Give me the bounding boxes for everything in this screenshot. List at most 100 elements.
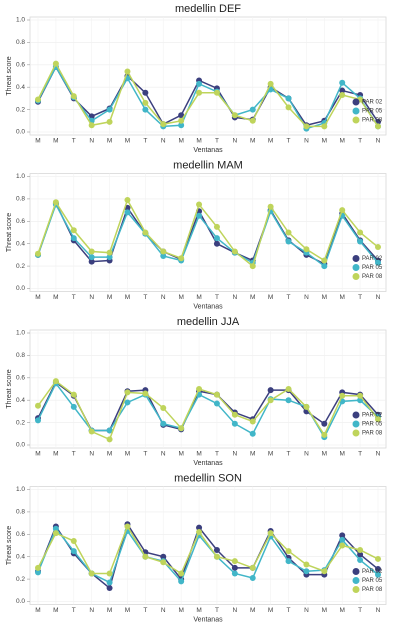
point [249,418,256,425]
point [88,122,95,129]
point [375,259,381,266]
x-tick-label: M [35,607,40,614]
legend: PAR 02 PAR 05 PAR 08 [352,255,383,280]
point [303,246,310,253]
y-axis-label: Threat score [6,213,13,252]
y-tick-label: 0.0 [16,442,25,449]
point [357,229,364,236]
point [339,536,346,543]
x-tick-label: M [107,451,112,458]
point [142,106,149,113]
y-tick-label: 0.0 [16,129,25,136]
legend-swatch [352,411,360,419]
x-tick-label: N [161,451,166,458]
point [375,416,381,423]
x-tick-label: M [196,138,201,145]
point [285,548,292,555]
x-tick-label: M [53,607,58,614]
point [35,96,41,103]
point [70,93,77,100]
x-tick-label: M [322,451,327,458]
point [124,389,131,396]
point [106,254,113,261]
x-tick-label: N [376,294,381,301]
x-tick-label: T [215,294,219,301]
x-tick-label: T [72,451,76,458]
point [213,240,220,247]
y-tick-label: 1.0 [16,486,25,493]
x-tick-label: N [89,607,94,614]
plot-frame [29,16,387,136]
point [231,570,238,577]
x-axis-label: Ventanas [193,147,223,154]
point [303,403,310,410]
x-tick-label: N [232,138,237,145]
x-tick-label: N [161,607,166,614]
legend: PAR 02 PAR 05 PAR 08 [352,98,383,124]
point [267,530,274,537]
point [375,123,381,130]
point [106,579,113,586]
legend-swatch [352,255,360,262]
x-tick-label: M [178,294,183,301]
x-tick-label: T [72,294,76,301]
point [196,524,203,531]
point [339,207,346,214]
point [213,223,220,230]
point [70,391,77,398]
legend-swatch [352,420,360,428]
y-tick-label: 1.0 [16,330,25,337]
x-tick-label: T [72,138,76,145]
x-tick-label: T [72,607,76,614]
point [357,392,364,399]
x-tick-label: M [125,451,130,458]
legend-swatch [352,577,360,584]
y-tick-label: 0.0 [16,285,25,292]
point [142,390,149,397]
legend: PAR 02 PAR 05 PAR 08 [352,568,383,593]
x-tick-label: M [107,607,112,614]
point [124,197,131,204]
point [70,538,77,545]
point [88,428,95,435]
point [321,431,328,438]
point [213,400,220,407]
x-tick-label: M [107,294,112,301]
point [267,80,274,87]
legend-label: PAR 05 [362,578,383,584]
point [339,392,346,399]
point [106,585,113,592]
x-tick-label: T [143,138,147,145]
x-tick-label: N [376,138,381,145]
x-tick-label: N [376,451,381,458]
x-tick-label: T [358,138,362,145]
point [321,123,328,130]
y-tick-label: 0.4 [16,84,25,91]
point [196,89,203,96]
point [160,121,167,128]
x-tick-label: M [125,138,130,145]
point [35,250,41,257]
x-tick-label: T [143,294,147,301]
point [339,92,346,99]
point [35,569,41,576]
point [285,95,292,102]
x-tick-label: M [35,451,40,458]
x-tick-label: M [268,607,273,614]
x-tick-label: M [339,138,344,145]
x-tick-label: M [322,294,327,301]
point [142,553,149,560]
x-tick-label: M [125,294,130,301]
series-line [37,380,379,441]
point [196,212,203,219]
point [249,117,256,124]
x-tick-label: M [339,294,344,301]
point [339,542,346,549]
point [106,249,113,256]
point [196,201,203,208]
x-tick-label: M [268,138,273,145]
x-tick-label: T [215,138,219,145]
point [106,106,113,113]
point [249,106,256,113]
